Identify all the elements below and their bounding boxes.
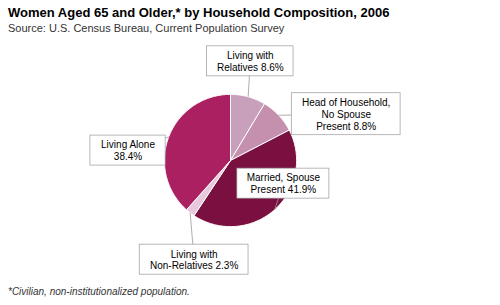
svg-text:Living Alone38.4%: Living Alone38.4% — [101, 139, 155, 162]
html-text:Source: U.S. Census Bureau, Cu: Source: U.S. Census Bureau, Current Popu… — [8, 22, 285, 34]
svg-text:Married, SpousePresent 41.9%: Married, SpousePresent 41.9% — [247, 172, 321, 195]
svg-text:Head of Household,No SpousePre: Head of Household,No SpousePresent 8.8% — [302, 97, 390, 132]
html-text:*Civilian, non-institutionaliz: *Civilian, non-institutionalized populat… — [8, 286, 190, 297]
html-text:Women Aged 65 and Older,* by H: Women Aged 65 and Older,* by Household C… — [8, 5, 390, 20]
svg-text:Living withRelatives 8.6%: Living withRelatives 8.6% — [217, 50, 284, 73]
svg-text:Living withNon-Relatives 2.3%: Living withNon-Relatives 2.3% — [150, 249, 238, 272]
